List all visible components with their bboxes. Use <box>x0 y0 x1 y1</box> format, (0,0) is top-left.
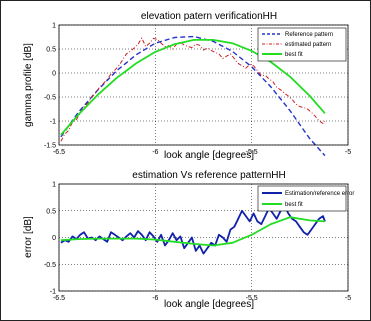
chart-top-axes-frame <box>58 24 349 146</box>
chart-top-series-reference-pattern <box>60 35 326 157</box>
chart-bottom-xtick-label: -6 <box>152 295 158 302</box>
chart-bottom-ytick-label: -0.5 <box>44 262 56 269</box>
chart-top-series <box>60 35 326 157</box>
chart-top-legend-label-estimated: estimated pattern <box>285 42 331 48</box>
chart-top-legend-label-reference: Reference pattern <box>285 32 333 38</box>
chart-top-xtick-label: -5 <box>345 149 351 156</box>
chart-top-legend: Reference pattern estimated pattern best… <box>257 27 347 62</box>
chart-top-ytick-label: -1 <box>50 119 56 126</box>
chart-top-ytick-label: 1 <box>52 23 56 30</box>
chart-top-series-estimated-pattern <box>60 37 326 142</box>
chart-bottom-series-estimation-reference-error <box>60 204 326 255</box>
chart-bottom-xtick-label: -6.5 <box>53 295 65 302</box>
chart-bottom-legend: Estimation/reference error best fit <box>257 185 354 212</box>
chart-top-ytick-label: -0.5 <box>44 95 56 102</box>
chart-bottom-ytick-label: 0.5 <box>46 208 56 215</box>
chart-top-series-best-fit <box>60 39 326 136</box>
chart-bottom-ytick-label: 1 <box>52 182 56 189</box>
chart-top-legend-label-bestfit: best fit <box>285 52 303 58</box>
chart-top: elevation patern verificationHH -6.5 -6 -5… <box>23 11 351 161</box>
chart-bottom-ytick-label: -1 <box>50 289 56 296</box>
chart-bottom-series <box>60 204 326 255</box>
chart-bottom-series-best-fit <box>60 216 325 247</box>
chart-top-ticks: -6.5 -6 -5.5 -5 1 0.5 0 -0.5 -1 -1.5 <box>44 23 351 157</box>
chart-bottom-xtick-label: -5.5 <box>246 295 258 302</box>
chart-top-ylabel: gamma profile [dB] <box>23 43 34 127</box>
chart-bottom-ylabel: error [dB] <box>23 216 34 258</box>
chart-top-ytick-label: 0.5 <box>46 47 56 54</box>
chart-bottom-ytick-label: 0 <box>52 235 56 242</box>
chart-bottom-xlabel: look angle [degrees] <box>164 299 254 310</box>
chart-top-ytick-label: 0 <box>52 71 56 78</box>
chart-top-ytick-label: -1.5 <box>44 143 56 150</box>
chart-bottom-xtick-label: -5 <box>345 295 351 302</box>
chart-top-xtick-label: -5.5 <box>246 149 258 156</box>
chart-top-xlabel: look angle [degrees] <box>164 150 254 161</box>
chart-bottom: estimation Vs reference patternHH -6.5 -6… <box>23 170 354 310</box>
chart-bottom-ticks: -6.5 -6 -5.5 -5 1 0.5 0 -0.5 -1 <box>44 182 351 303</box>
chart-bottom-legend-label-bestfit: best fit <box>285 202 303 208</box>
chart-bottom-axes-frame <box>58 183 349 292</box>
chart-bottom-legend-label-error: Estimation/reference error <box>285 191 354 197</box>
chart-top-xtick-label: -6 <box>152 149 158 156</box>
chart-bottom-legend-box <box>257 185 347 212</box>
chart-bottom-title: estimation Vs reference patternHH <box>132 170 285 181</box>
chart-top-title: elevation patern verificationHH <box>141 11 277 22</box>
chart-top-xtick-label: -6.5 <box>53 149 65 156</box>
